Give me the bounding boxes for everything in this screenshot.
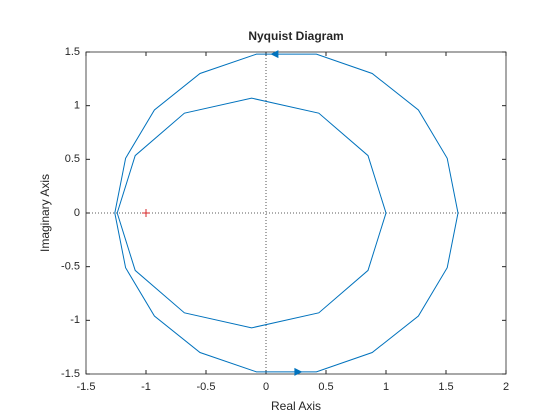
critical-point [142,209,150,217]
y-tick-label: 1 [74,100,80,112]
x-tick-label: 0.5 [318,381,333,393]
y-axis-label: Imaginary Axis [38,174,52,252]
y-tick-label: -1.5 [61,368,80,380]
x-tick-label: 1 [383,381,389,393]
y-tick-label: -1 [70,314,80,326]
y-tick-label: -0.5 [61,261,80,273]
direction-arrow [294,367,303,376]
y-tick-label: 0 [74,207,80,219]
x-tick-label: 2 [503,381,509,393]
nyquist-curve [114,53,459,373]
y-tick-label: 1.5 [65,46,80,58]
x-tick-label: -1.5 [77,381,96,393]
x-tick-label: -0.5 [197,381,216,393]
x-axis-label: Real Axis [271,399,321,413]
y-tick-label: 0.5 [65,153,80,165]
x-tick-label: -1 [141,381,151,393]
nyquist-curve [116,97,387,329]
direction-arrow [270,50,279,59]
x-tick-label: 0 [263,381,269,393]
chart-title: Nyquist Diagram [248,29,343,43]
x-tick-label: 1.5 [438,381,453,393]
